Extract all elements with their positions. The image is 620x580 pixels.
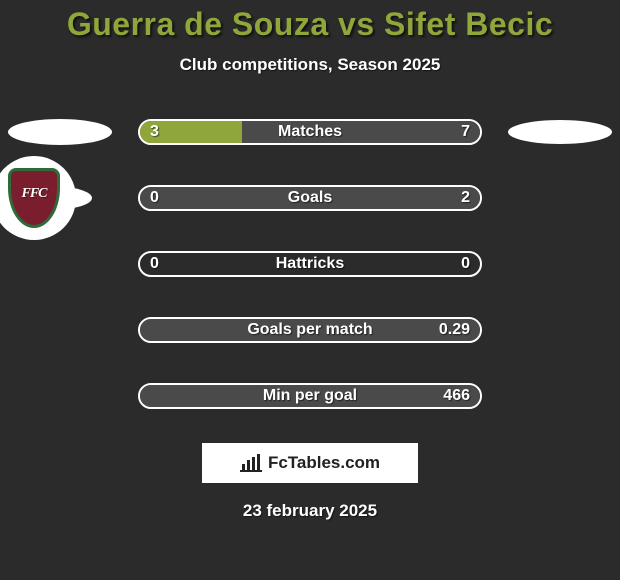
comparison-title: Guerra de Souza vs Sifet Becic xyxy=(0,0,620,43)
stat-bar: 37Matches xyxy=(138,119,482,145)
player-left-badge xyxy=(8,119,112,145)
date-label: 23 february 2025 xyxy=(0,501,620,521)
crest-monogram: FFC xyxy=(21,186,46,202)
watermark: FcTables.com xyxy=(202,443,418,483)
stat-bar: 00Hattricks xyxy=(138,251,482,277)
stat-bar: 0.29Goals per match xyxy=(138,317,482,343)
stat-label: Matches xyxy=(140,121,480,143)
stat-label: Goals xyxy=(140,187,480,209)
crest-shield-icon: FFC xyxy=(8,168,60,228)
stat-label: Goals per match xyxy=(140,319,480,341)
stat-row: 466Min per goal xyxy=(0,373,620,419)
comparison-subtitle: Club competitions, Season 2025 xyxy=(0,55,620,75)
stat-bar: 02Goals xyxy=(138,185,482,211)
stat-row: 0.29Goals per match xyxy=(0,307,620,353)
stat-label: Hattricks xyxy=(140,253,480,275)
watermark-text: FcTables.com xyxy=(268,453,380,473)
stat-bar: 466Min per goal xyxy=(138,383,482,409)
player-right-crest: FFC xyxy=(0,156,76,240)
player-right-badge xyxy=(508,120,612,144)
stat-row: 00Hattricks xyxy=(0,241,620,287)
chart-icon xyxy=(240,454,262,472)
stat-label: Min per goal xyxy=(140,385,480,407)
stat-row: 37Matches xyxy=(0,109,620,155)
stats-container: 37Matches FFC 02Goals 00Hattricks 0.29Goals … xyxy=(0,109,620,419)
stat-row: FFC 02Goals xyxy=(0,175,620,221)
